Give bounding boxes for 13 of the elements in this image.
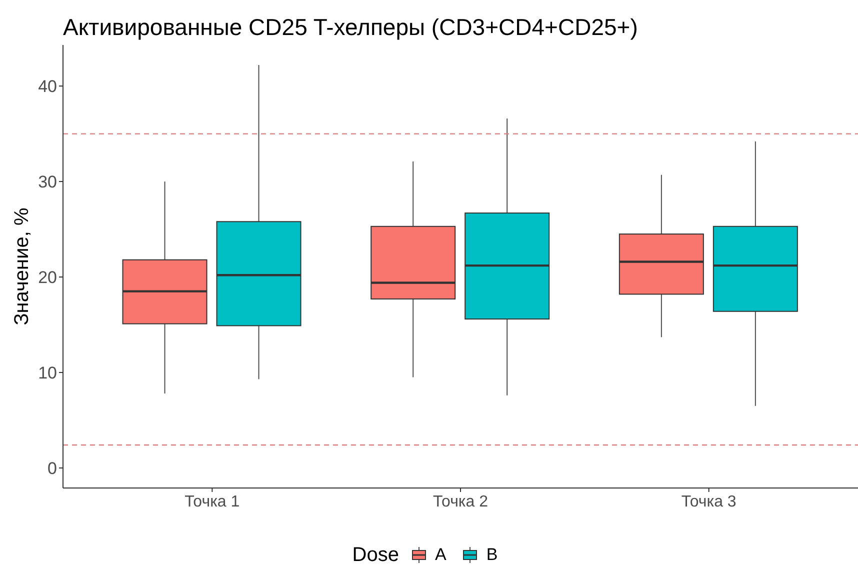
legend-label: A (435, 545, 446, 565)
y-tick-label: 0 (48, 458, 57, 478)
y-tick-label: 20 (38, 268, 57, 288)
x-tick-label: Точка 2 (433, 493, 488, 510)
y-axis-title: Значение, % (11, 207, 33, 326)
y-tick-label: 10 (38, 364, 57, 383)
legend-label: B (486, 545, 498, 565)
y-tick-label: 30 (38, 172, 57, 192)
x-tick-label: Точка 1 (184, 493, 240, 510)
legend-title: Dose (352, 544, 399, 566)
y-tick-label: 40 (38, 77, 57, 96)
x-tick-label: Точка 3 (681, 493, 736, 510)
chart-title: Активированные CD25 T-хелперы (CD3+CD4+CD25+) (63, 13, 638, 41)
